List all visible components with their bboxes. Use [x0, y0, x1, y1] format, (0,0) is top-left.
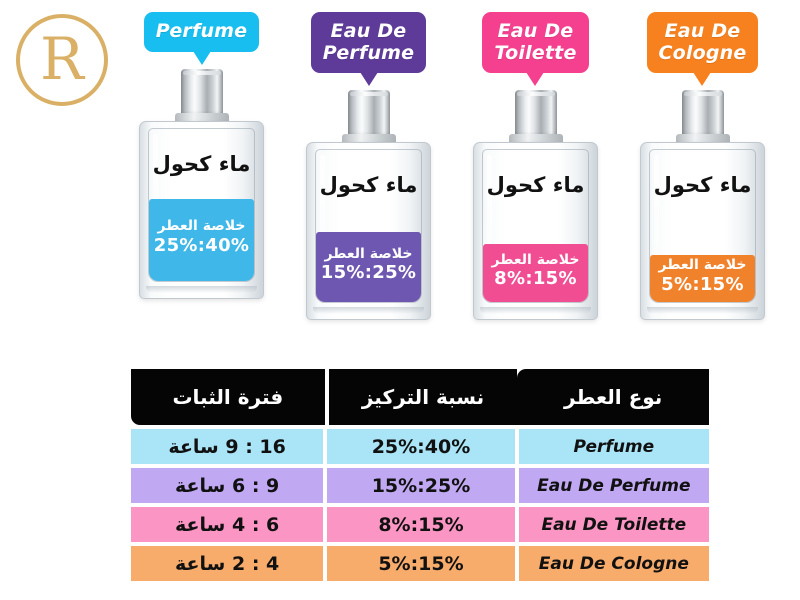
essence-label: خلاصة العطر	[491, 251, 580, 268]
concentration-value: 15%:25%	[320, 262, 417, 284]
table-body: 16 : 9 ساعة 25%:40% Perfume 9 : 6 ساعة 1…	[131, 429, 709, 581]
bottle-cap-icon	[514, 90, 557, 139]
bottle-cap-icon	[347, 90, 390, 139]
product-label-bubble-eau-de-perfume: Eau De Perfume	[310, 12, 427, 87]
cell-duration: 9 : 6 ساعة	[131, 468, 324, 503]
bottle-body: ماء كحول خلاصة العطر 5%:15%	[640, 142, 765, 321]
comparison-table: فترة الثبات نسبة التركيز نوع العطر 16 : …	[131, 369, 710, 585]
bottle-cap-icon	[681, 90, 724, 139]
product-label-text: Perfume	[155, 20, 248, 42]
table-row: 16 : 9 ساعة 25%:40% Perfume	[131, 429, 709, 464]
cell-concentration: 8%:15%	[327, 507, 515, 542]
essence-label: خلاصة العطر	[658, 257, 747, 274]
alcohol-label: ماء كحول	[653, 173, 752, 198]
product-column-eau-de-cologne: Eau De Cologne ماء كحول خلاصة العطر 5%:1…	[619, 12, 786, 357]
product-column-eau-de-toilette: Eau De Toilette ماء كحول خلاصة العطر 8%:…	[452, 12, 619, 357]
product-column-perfume: Perfume ماء كحول خلاصة العطر 25%:40%	[118, 12, 285, 357]
bubble-tail-icon	[693, 72, 712, 87]
cell-concentration: 15%:25%	[327, 468, 515, 503]
column-header-type: نوع العطر	[517, 369, 710, 425]
bubble-tail-icon	[192, 50, 211, 65]
perfume-bottle: ماء كحول خلاصة العطر 25%:40%	[139, 68, 264, 299]
perfume-bottle: ماء كحول خلاصة العطر 8%:15%	[473, 90, 598, 321]
concentration-value: 5%:15%	[661, 273, 744, 295]
bottle-body: ماء كحول خلاصة العطر 25%:40%	[139, 120, 264, 299]
concentration-value: 8%:15%	[494, 268, 577, 290]
liquid-fill: خلاصة العطر 15%:25%	[316, 232, 421, 303]
column-header-duration: فترة الثبات	[131, 369, 325, 425]
liquid-fill: خلاصة العطر 8%:15%	[483, 244, 588, 303]
concentration-value: 25%:40%	[153, 234, 250, 256]
perfume-bottle: ماء كحول خلاصة العطر 5%:15%	[640, 90, 765, 321]
bottle-comparison-row: Perfume ماء كحول خلاصة العطر 25%:40% Eau…	[118, 12, 788, 357]
table-header-row: فترة الثبات نسبة التركيز نوع العطر	[131, 369, 710, 425]
product-label-bubble-eau-de-toilette: Eau De Toilette	[482, 12, 589, 87]
bubble-tail-icon	[359, 72, 378, 87]
cell-duration: 4 : 2 ساعة	[131, 546, 324, 581]
cell-type: Eau De Toilette	[518, 507, 709, 542]
cell-concentration: 25%:40%	[327, 429, 515, 464]
table-row: 6 : 4 ساعة 8%:15% Eau De Toilette	[131, 507, 709, 542]
liquid-fill: خلاصة العطر 5%:15%	[650, 255, 755, 303]
bottle-base-shadow	[313, 307, 424, 315]
cell-type: Eau De Perfume	[518, 468, 709, 503]
cell-duration: 6 : 4 ساعة	[131, 507, 324, 542]
alcohol-label: ماء كحول	[152, 151, 251, 176]
column-header-concentration: نسبة التركيز	[328, 369, 518, 425]
cell-concentration: 5%:15%	[327, 546, 515, 581]
liquid-fill: خلاصة العطر 25%:40%	[149, 198, 254, 281]
product-label-text: Eau De Toilette	[494, 20, 577, 64]
brand-logo: R	[16, 14, 108, 106]
product-label-bubble-perfume: Perfume	[143, 12, 260, 65]
table-row: 4 : 2 ساعة 5%:15% Eau De Cologne	[131, 546, 709, 581]
essence-label: خلاصة العطر	[157, 218, 246, 235]
bottle-body: ماء كحول خلاصة العطر 15%:25%	[306, 142, 431, 321]
product-label-text: Eau De Perfume	[322, 20, 415, 64]
product-label-text: Eau De Cologne	[658, 20, 747, 64]
alcohol-label: ماء كحول	[319, 173, 418, 198]
bubble-tail-icon	[526, 72, 545, 87]
bottle-cap-icon	[180, 68, 223, 117]
product-label-bubble-eau-de-cologne: Eau De Cologne	[646, 12, 759, 87]
bottle-base-shadow	[480, 307, 591, 315]
product-column-eau-de-perfume: Eau De Perfume ماء كحول خلاصة العطر 15%:…	[285, 12, 452, 357]
cell-duration: 16 : 9 ساعة	[131, 429, 324, 464]
cell-type: Eau De Cologne	[518, 546, 709, 581]
bottle-base-shadow	[146, 285, 257, 293]
bottle-base-shadow	[647, 307, 758, 315]
bottle-body: ماء كحول خلاصة العطر 8%:15%	[473, 142, 598, 321]
cell-type: Perfume	[518, 429, 709, 464]
alcohol-label: ماء كحول	[486, 173, 585, 198]
essence-label: خلاصة العطر	[324, 245, 413, 262]
table-row: 9 : 6 ساعة 15%:25% Eau De Perfume	[131, 468, 709, 503]
perfume-bottle: ماء كحول خلاصة العطر 15%:25%	[306, 90, 431, 321]
logo-letter-r-icon: R	[40, 25, 84, 93]
